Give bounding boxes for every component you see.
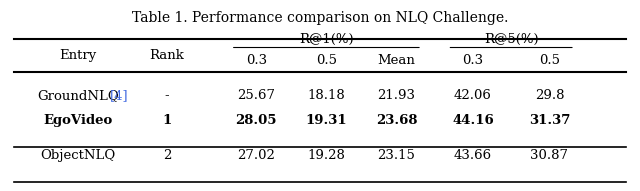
Text: 28.05: 28.05 <box>236 114 277 127</box>
Text: 0.5: 0.5 <box>539 54 560 67</box>
Text: GroundNLQ: GroundNLQ <box>37 89 119 102</box>
Text: 18.18: 18.18 <box>307 89 345 102</box>
Text: 44.16: 44.16 <box>452 114 494 127</box>
Text: 43.66: 43.66 <box>454 149 492 162</box>
Text: ObjectNLQ: ObjectNLQ <box>40 149 115 162</box>
Text: 1: 1 <box>163 114 172 127</box>
Text: 29.8: 29.8 <box>534 89 564 102</box>
Text: Rank: Rank <box>150 49 184 62</box>
Text: 2: 2 <box>163 149 172 162</box>
Text: 23.15: 23.15 <box>378 149 415 162</box>
Text: Table 1. Performance comparison on NLQ Challenge.: Table 1. Performance comparison on NLQ C… <box>132 11 508 25</box>
Text: 23.68: 23.68 <box>376 114 417 127</box>
Text: 19.31: 19.31 <box>305 114 347 127</box>
Text: 25.67: 25.67 <box>237 89 275 102</box>
Text: 0.3: 0.3 <box>462 54 483 67</box>
Text: -: - <box>164 89 170 102</box>
Text: Entry: Entry <box>60 49 97 62</box>
Text: R@1(%): R@1(%) <box>299 32 354 45</box>
Text: R@5(%): R@5(%) <box>484 32 538 45</box>
Text: 0.3: 0.3 <box>246 54 267 67</box>
Text: 30.87: 30.87 <box>531 149 568 162</box>
Text: 27.02: 27.02 <box>237 149 275 162</box>
Text: 0.5: 0.5 <box>316 54 337 67</box>
Text: 42.06: 42.06 <box>454 89 492 102</box>
Text: 21.93: 21.93 <box>378 89 415 102</box>
Text: [4]: [4] <box>110 89 129 102</box>
Text: 19.28: 19.28 <box>307 149 346 162</box>
Text: 31.37: 31.37 <box>529 114 570 127</box>
Text: EgoVideo: EgoVideo <box>44 114 113 127</box>
Text: Mean: Mean <box>378 54 415 67</box>
